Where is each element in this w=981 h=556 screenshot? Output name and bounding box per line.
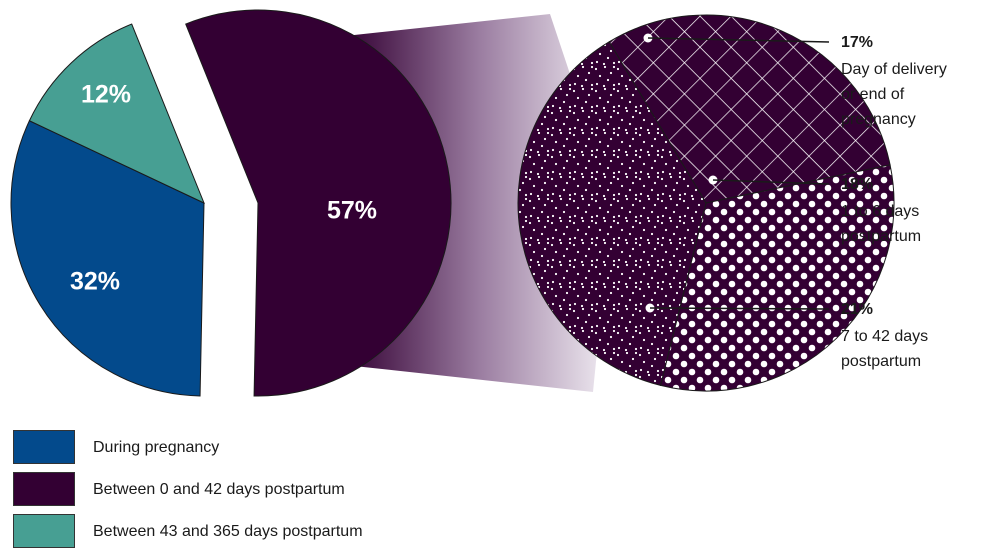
- annotation-leader-line: [712, 179, 830, 185]
- annotation-percent: 17%: [841, 34, 873, 51]
- pie-label-during-pregnancy: 32%: [70, 268, 120, 296]
- annotation-text: 1 to 6 days: [841, 203, 919, 220]
- annotation-percent: 21%: [841, 301, 873, 318]
- annotation-text: or end of: [841, 86, 905, 103]
- detail-slice-days-7-42: [517, 41, 707, 387]
- legend-label: Between 0 and 42 days postpartum: [93, 481, 345, 498]
- maternal-deaths-timing-chart: 57% 32% 12% 17% Day of delivery or end of pre…: [10, 9, 947, 397]
- detail-pie: [517, 14, 895, 392]
- annotation-text: pregnancy: [841, 111, 916, 128]
- annotation-text: postpartum: [841, 228, 921, 245]
- detail-pie-annotations: 17% Day of delivery or end of pregnancy 18% 1…: [643, 33, 947, 370]
- pie-slice-postpartum-43-365: [28, 23, 205, 204]
- legend-label: During pregnancy: [93, 439, 220, 456]
- legend-swatch-postpartum-0-42: [13, 472, 75, 506]
- legend-swatch-postpartum-43-365: [13, 514, 75, 548]
- legend-swatch-during-pregnancy: [13, 430, 75, 464]
- main-pie-labels: 57% 32% 12%: [70, 81, 377, 296]
- pie-slice-postpartum-0-42: [185, 9, 452, 397]
- annotation-text: postpartum: [841, 353, 921, 370]
- annotation-leader-line: [649, 307, 830, 310]
- main-pie: [10, 9, 452, 397]
- pie-label-postpartum-43-365: 12%: [81, 81, 131, 109]
- pie-label-postpartum-0-42: 57%: [327, 197, 377, 225]
- annotation-text: Day of delivery: [841, 61, 947, 78]
- detail-slice-day-of-delivery: [608, 14, 891, 204]
- annotation-leader-line: [647, 37, 830, 43]
- pie-slice-during-pregnancy: [10, 120, 205, 397]
- legend-label: Between 43 and 365 days postpartum: [93, 523, 363, 540]
- annotation-percent: 18%: [841, 176, 873, 193]
- detail-slice-days-1-6: [659, 164, 895, 392]
- annotation-text: 7 to 42 days: [841, 328, 928, 345]
